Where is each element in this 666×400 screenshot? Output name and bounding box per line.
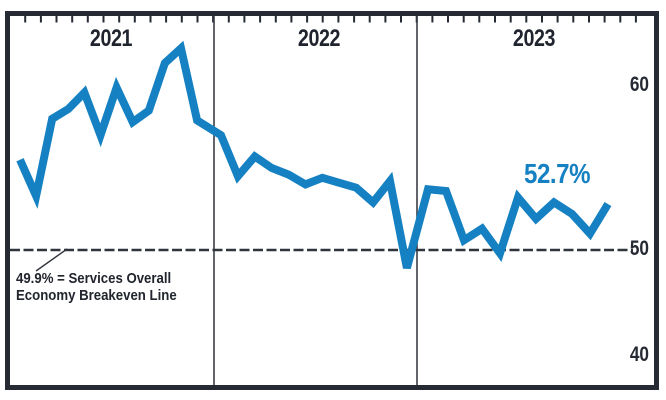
y-axis-label-50: 50 <box>629 237 649 260</box>
pmi-data-line <box>16 40 612 270</box>
chart-frame <box>5 11 659 390</box>
breakeven-callout-line <box>35 248 68 272</box>
year-divider-lines <box>213 16 418 385</box>
breakeven-note: 49.9% = Services Overall Economy Breakev… <box>16 270 183 304</box>
y-axis-label-40: 40 <box>629 343 649 366</box>
year-label-2023: 2023 <box>512 25 556 52</box>
y-axis-label-60: 60 <box>629 73 649 96</box>
latest-value-label: 52.7% <box>524 158 591 189</box>
year-label-2021: 2021 <box>89 25 133 52</box>
year-label-2022: 2022 <box>297 25 341 52</box>
breakeven-note-line1: 49.9% = Services Overall <box>16 270 172 287</box>
month-tick-marks <box>24 16 637 23</box>
breakeven-note-line2: Economy Breakeven Line <box>16 287 177 304</box>
